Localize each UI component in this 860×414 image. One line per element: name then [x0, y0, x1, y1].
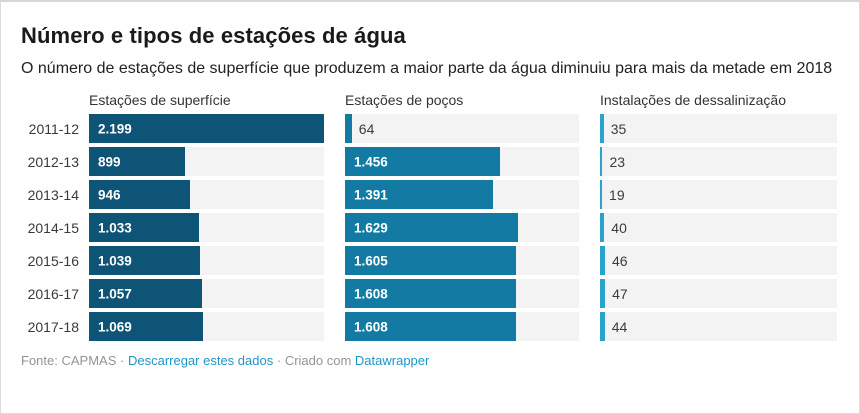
chart-row: 2015-16 1.039 1.605 46: [21, 246, 837, 275]
bar-track: 47: [600, 279, 837, 308]
bar-track: 44: [600, 312, 837, 341]
chart-row: 2013-14 946 1.391 19: [21, 180, 837, 209]
bar[interactable]: [89, 180, 191, 209]
bar-value-label: 1.057: [98, 286, 132, 301]
chart-row: 2011-12 2.199 64 35: [21, 114, 837, 143]
chart-row: 2016-17 1.057 1.608 47: [21, 279, 837, 308]
bar[interactable]: [600, 147, 603, 176]
bar[interactable]: [600, 279, 606, 308]
row-label: 2014-15: [27, 219, 79, 236]
bar-value-label: 46: [611, 252, 628, 269]
bar-track: 19: [600, 180, 837, 209]
bar-track: 1.039: [89, 246, 324, 275]
bar-track: 64: [345, 114, 579, 143]
bar-value-label: 23: [609, 153, 626, 170]
bar[interactable]: [600, 213, 605, 242]
bar[interactable]: [89, 213, 200, 242]
row-label: 2011-12: [28, 120, 79, 137]
bar[interactable]: [345, 246, 516, 275]
bar[interactable]: [600, 246, 605, 275]
bar-value-label: 1.605: [354, 253, 388, 268]
datawrapper-link[interactable]: Datawrapper: [354, 353, 430, 368]
bar-track: 1.629: [345, 213, 579, 242]
bar[interactable]: [89, 246, 201, 275]
chart-row: 2017-18 1.069 1.608 44: [21, 312, 837, 341]
chart-title: Número e tipos de estações de água: [21, 23, 406, 48]
bar[interactable]: [89, 279, 202, 308]
bar-value-label: 19: [609, 186, 625, 203]
bar-value-label: 47: [612, 285, 628, 302]
bar-track: 899: [89, 147, 324, 176]
bar[interactable]: [600, 312, 605, 341]
bar-value-label: 1.629: [354, 220, 388, 235]
bar[interactable]: [345, 114, 352, 143]
bar-value-label: 40: [611, 219, 627, 236]
chart-rows: 2011-12 2.199 64 35 2012-13 899 1.456 23 2013-14…: [21, 114, 837, 341]
bar-value-label: 2.199: [98, 121, 132, 136]
bar[interactable]: [89, 312, 204, 341]
source-text: Fonte: CAPMAS: [21, 353, 117, 368]
chart-footer: Fonte: CAPMAS · Descarregar estes dados …: [21, 353, 835, 368]
bar[interactable]: [89, 114, 324, 143]
column-headers-row: Estações de superfície Estações de poços…: [21, 92, 835, 108]
bar-value-label: 44: [611, 318, 628, 335]
bar-value-label: 1.069: [98, 319, 132, 334]
chart-row: 2012-13 899 1.456 23: [21, 147, 837, 176]
bar[interactable]: [89, 147, 186, 176]
row-label: 2017-18: [27, 318, 79, 335]
bar-value-label: 1.456: [354, 154, 388, 169]
bar-value-label: 64: [358, 120, 375, 137]
bar-track: 1.608: [345, 279, 579, 308]
row-label: 2012-13: [27, 153, 79, 170]
row-label: 2015-16: [27, 252, 79, 269]
bar-track: 1.391: [345, 180, 579, 209]
row-label: 2013-14: [27, 186, 79, 203]
bar-track: 1.608: [345, 312, 579, 341]
created-with-text: Criado com: [284, 353, 352, 368]
column-header-surface-stations: Estações de superfície: [89, 92, 231, 108]
bar-value-label: 1.033: [98, 220, 132, 235]
separator-dot: ·: [120, 353, 125, 368]
bar-track: 1.456: [345, 147, 579, 176]
bar[interactable]: [345, 147, 500, 176]
bar[interactable]: [345, 213, 519, 242]
bar-value-label: 946: [98, 187, 121, 202]
column-header-well-stations: Estações de poços: [345, 92, 464, 108]
row-label: 2016-17: [27, 285, 79, 302]
bar-value-label: 1.391: [354, 187, 388, 202]
bar-track: 1.605: [345, 246, 579, 275]
bar-track: 946: [89, 180, 324, 209]
bar-value-label: 1.608: [354, 286, 388, 301]
column-header-desalination-plants: Instalações de dessalinização: [600, 92, 787, 108]
bar-value-label: 899: [98, 154, 121, 169]
bar-value-label: 1.039: [98, 253, 132, 268]
download-data-link[interactable]: Descarregar estes dados: [127, 353, 274, 368]
bar-value-label: 1.608: [354, 319, 388, 334]
chart-subtitle: O número de estações de superfície que p…: [21, 60, 833, 77]
bar-track: 46: [600, 246, 837, 275]
bar-track: 2.199: [89, 114, 324, 143]
bar-track: 40: [600, 213, 837, 242]
bar-track: 1.033: [89, 213, 324, 242]
bar[interactable]: [600, 114, 604, 143]
bar[interactable]: [345, 180, 494, 209]
chart-row: 2014-15 1.033 1.629 40: [21, 213, 837, 242]
bar[interactable]: [600, 180, 603, 209]
bar-value-label: 35: [610, 120, 627, 137]
split-bar-chart: Estações de superfície Estações de poços…: [21, 92, 837, 341]
separator-dot: ·: [276, 353, 282, 368]
bar-track: 23: [600, 147, 837, 176]
bar[interactable]: [345, 279, 517, 308]
bar[interactable]: [345, 312, 517, 341]
bar-track: 35: [600, 114, 837, 143]
bar-track: 1.069: [89, 312, 324, 341]
bar-track: 1.057: [89, 279, 324, 308]
